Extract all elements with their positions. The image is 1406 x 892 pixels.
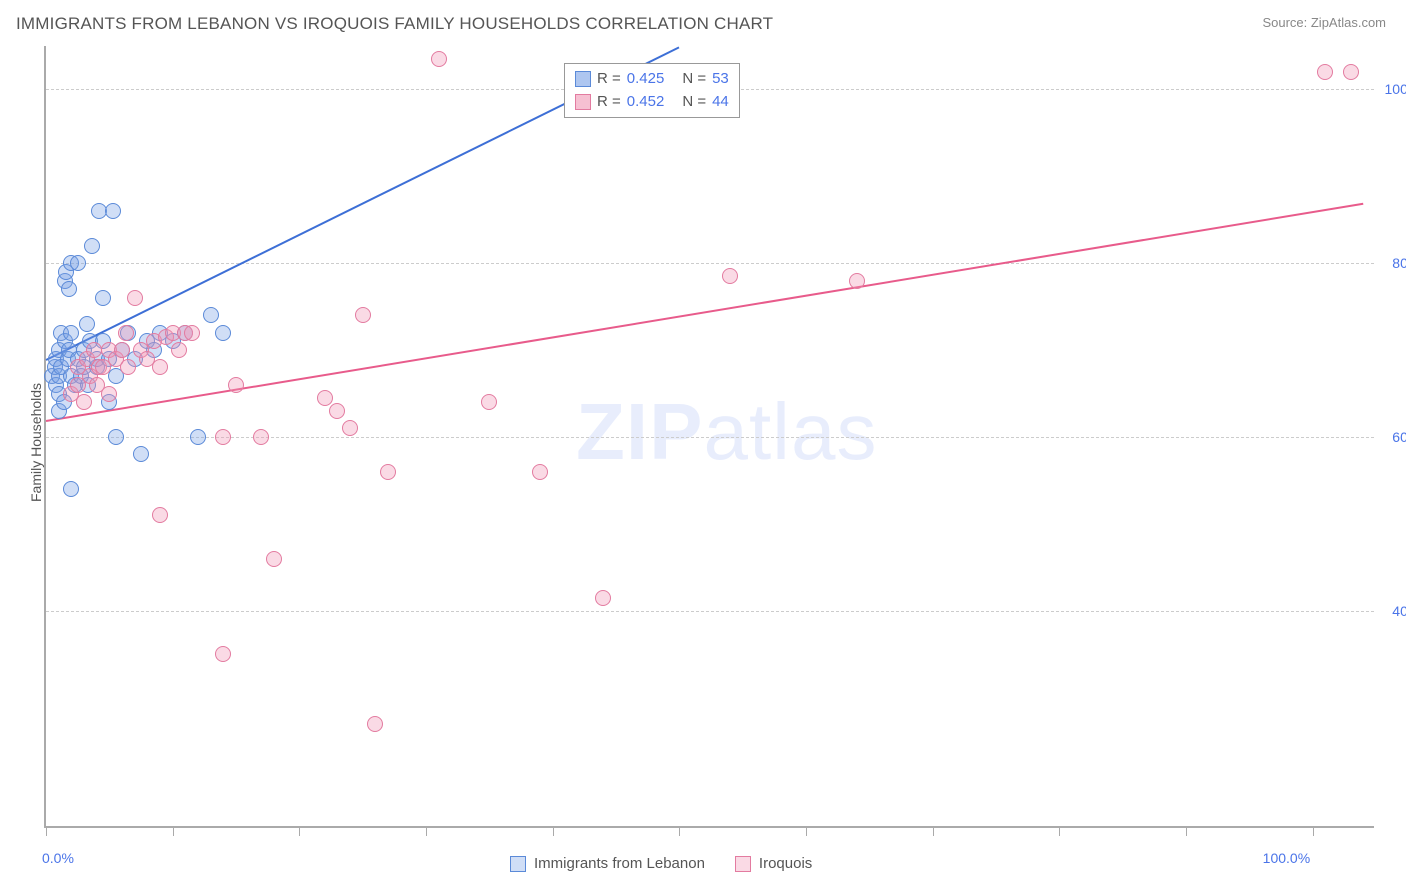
legend-r-label: R = xyxy=(597,68,621,91)
data-point xyxy=(367,716,383,732)
legend-series-name: Iroquois xyxy=(759,855,812,872)
x-tick xyxy=(1313,828,1314,836)
chart-title: IMMIGRANTS FROM LEBANON VS IROQUOIS FAMI… xyxy=(16,14,773,34)
data-point xyxy=(76,394,92,410)
data-point xyxy=(79,316,95,332)
data-point xyxy=(431,51,447,67)
data-point xyxy=(114,342,130,358)
legend-series-name: Immigrants from Lebanon xyxy=(534,855,705,872)
data-point xyxy=(355,307,371,323)
data-point xyxy=(63,481,79,497)
data-point xyxy=(595,590,611,606)
data-point xyxy=(215,325,231,341)
x-tick xyxy=(1186,828,1187,836)
data-point xyxy=(215,429,231,445)
data-point xyxy=(86,342,102,358)
legend-row: R = 0.452 N = 44 xyxy=(575,91,729,114)
x-tick xyxy=(173,828,174,836)
x-tick xyxy=(933,828,934,836)
gridline xyxy=(46,437,1374,438)
data-point xyxy=(1317,64,1333,80)
data-point xyxy=(105,203,121,219)
data-point xyxy=(203,307,219,323)
x-tick xyxy=(426,828,427,836)
data-point xyxy=(228,377,244,393)
legend-n-label: N = xyxy=(682,68,706,91)
data-point xyxy=(171,342,187,358)
data-point xyxy=(184,325,200,341)
gridline xyxy=(46,611,1374,612)
data-point xyxy=(133,446,149,462)
data-point xyxy=(120,359,136,375)
x-axis-min-label: 0.0% xyxy=(42,850,74,866)
data-point xyxy=(253,429,269,445)
data-point xyxy=(70,255,86,271)
x-tick xyxy=(679,828,680,836)
data-point xyxy=(849,273,865,289)
data-point xyxy=(266,551,282,567)
source-label: Source: ZipAtlas.com xyxy=(1262,15,1386,30)
x-tick xyxy=(46,828,47,836)
y-tick-label: 40.0% xyxy=(1392,603,1406,619)
data-point xyxy=(84,238,100,254)
x-tick xyxy=(553,828,554,836)
legend-n-value: 44 xyxy=(712,91,729,114)
correlation-chart: IMMIGRANTS FROM LEBANON VS IROQUOIS FAMI… xyxy=(0,0,1406,892)
y-tick-label: 100.0% xyxy=(1385,81,1406,97)
series-legend: Immigrants from Lebanon Iroquois xyxy=(510,855,812,872)
data-point xyxy=(190,429,206,445)
legend-row: R = 0.425 N = 53 xyxy=(575,68,729,91)
y-axis-label: Family Households xyxy=(28,383,44,502)
legend-n-value: 53 xyxy=(712,68,729,91)
data-point xyxy=(1343,64,1359,80)
data-point xyxy=(380,464,396,480)
plot-area: ZIPatlas 40.0%60.0%80.0%100.0% xyxy=(44,46,1374,828)
legend-r-label: R = xyxy=(597,91,621,114)
legend-swatch xyxy=(510,856,526,872)
legend-swatch xyxy=(735,856,751,872)
data-point xyxy=(215,646,231,662)
y-tick-label: 80.0% xyxy=(1392,255,1406,271)
data-point xyxy=(317,390,333,406)
data-point xyxy=(101,386,117,402)
x-tick xyxy=(299,828,300,836)
data-point xyxy=(152,359,168,375)
data-point xyxy=(481,394,497,410)
data-point xyxy=(329,403,345,419)
legend-n-label: N = xyxy=(682,91,706,114)
data-point xyxy=(532,464,548,480)
legend-item: Iroquois xyxy=(735,855,812,872)
stats-legend-box: R = 0.425 N = 53 R = 0.452 N = 44 xyxy=(564,63,740,118)
data-point xyxy=(108,429,124,445)
x-tick xyxy=(806,828,807,836)
gridline xyxy=(46,263,1374,264)
data-point xyxy=(63,325,79,341)
watermark: ZIPatlas xyxy=(576,386,877,478)
trend-line xyxy=(46,202,1364,421)
legend-swatch xyxy=(575,94,591,110)
data-point xyxy=(61,281,77,297)
data-point xyxy=(95,290,111,306)
data-point xyxy=(127,290,143,306)
data-point xyxy=(722,268,738,284)
legend-item: Immigrants from Lebanon xyxy=(510,855,705,872)
x-axis-max-label: 100.0% xyxy=(1263,850,1310,866)
data-point xyxy=(118,325,134,341)
x-tick xyxy=(1059,828,1060,836)
legend-r-value: 0.425 xyxy=(627,68,665,91)
y-tick-label: 60.0% xyxy=(1392,429,1406,445)
legend-swatch xyxy=(575,71,591,87)
data-point xyxy=(342,420,358,436)
legend-r-value: 0.452 xyxy=(627,91,665,114)
data-point xyxy=(152,507,168,523)
